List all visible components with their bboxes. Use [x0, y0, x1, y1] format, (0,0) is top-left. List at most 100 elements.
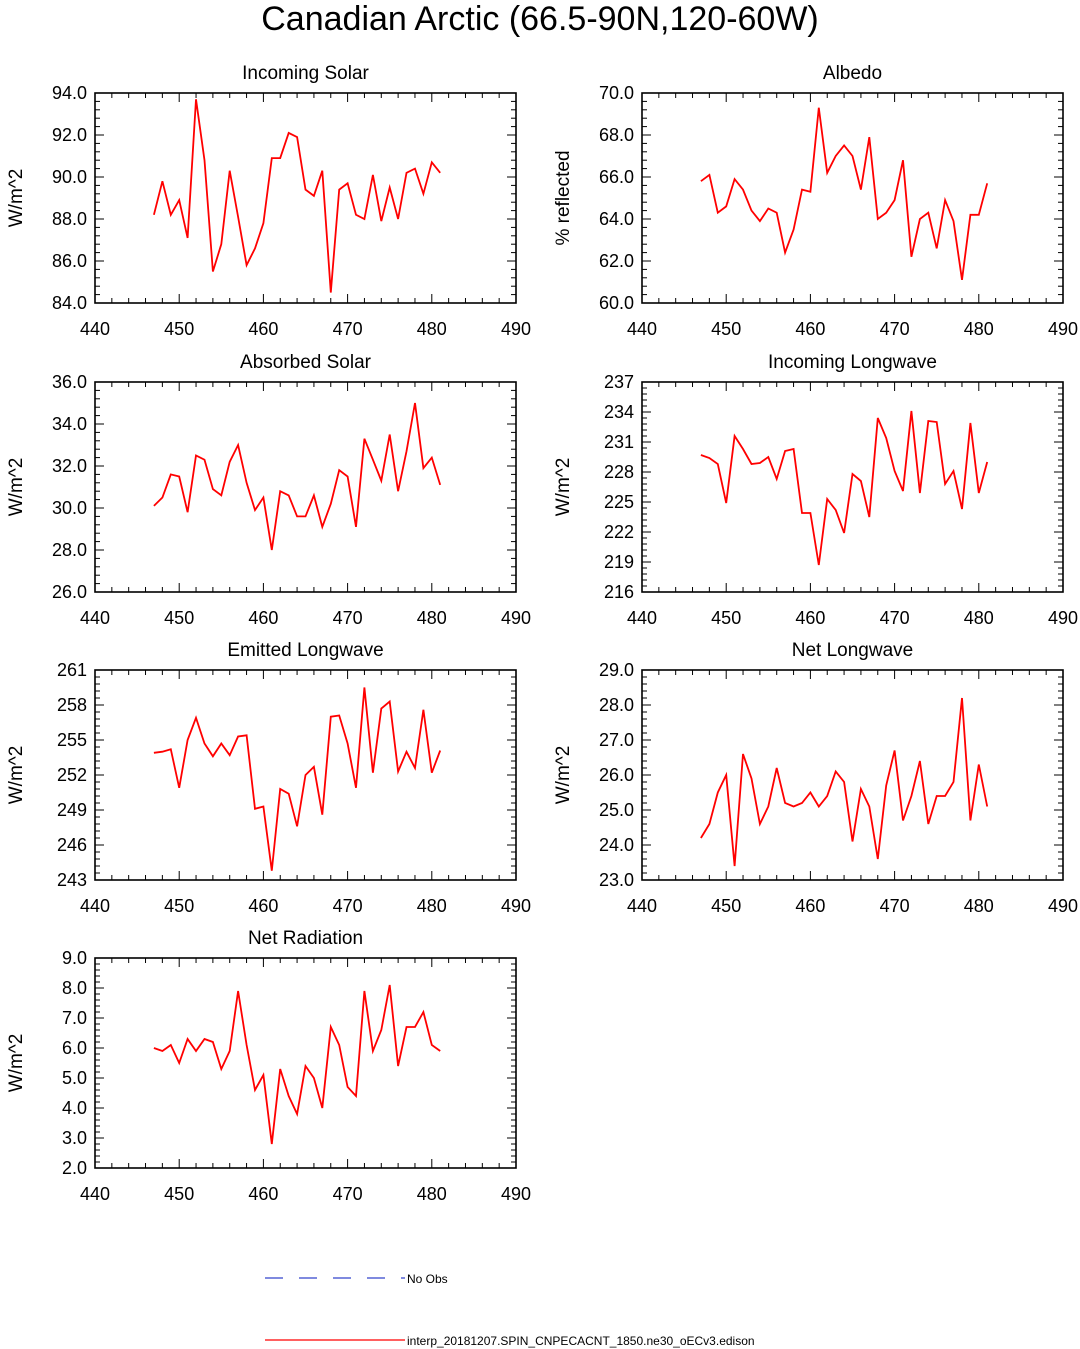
legend-model-label: interp_20181207.SPIN_CNPECACNT_1850.ne30… — [407, 1334, 755, 1348]
y-tick-label: 249 — [57, 800, 87, 820]
x-tick-label: 490 — [1048, 319, 1078, 339]
y-tick-label: 25.0 — [599, 800, 634, 820]
series-line — [153, 687, 442, 871]
panel-incoming-solar: Incoming Solar W/m^2 440 450 460 470 480 490 84.… — [6, 63, 531, 339]
x-tick-label: 480 — [417, 608, 447, 628]
x-tick-label: 440 — [627, 319, 657, 339]
y-axis-label: W/m^2 — [553, 746, 574, 805]
panel-title: Incoming Longwave — [768, 352, 937, 373]
y-tick-label: 36.0 — [52, 372, 87, 392]
plot-frame — [641, 92, 1064, 304]
plot-frame — [641, 381, 1064, 593]
series-line — [700, 410, 989, 566]
y-tick-label: 84.0 — [52, 293, 87, 313]
y-tick-label: 225 — [604, 492, 634, 512]
x-tick-label: 460 — [795, 896, 825, 916]
y-tick-label: 27.0 — [599, 730, 634, 750]
y-tick-label: 34.0 — [52, 414, 87, 434]
y-tick-label: 90.0 — [52, 167, 87, 187]
y-axis-label: % reflected — [553, 150, 574, 245]
panel-title: Incoming Solar — [242, 63, 369, 84]
x-tick-label: 440 — [80, 1184, 110, 1204]
x-tick-label: 440 — [80, 319, 110, 339]
x-tick-label: 490 — [1048, 608, 1078, 628]
y-tick-label: 66.0 — [599, 167, 634, 187]
x-tick-label: 450 — [164, 896, 194, 916]
x-tick-label: 450 — [711, 896, 741, 916]
legend: No Obs interp_20181207.SPIN_CNPECACNT_18… — [265, 1272, 755, 1348]
x-tick-label: 480 — [417, 1184, 447, 1204]
x-tick-label: 440 — [80, 896, 110, 916]
x-tick-label: 490 — [501, 319, 531, 339]
x-tick-label: 450 — [711, 319, 741, 339]
y-tick-label: 5.0 — [62, 1068, 87, 1088]
panel-title: Albedo — [823, 63, 882, 84]
y-tick-label: 4.0 — [62, 1098, 87, 1118]
series-line — [700, 697, 989, 867]
y-tick-label: 30.0 — [52, 498, 87, 518]
panel-net-radiation: Net Radiation W/m^2 440 450 460 470 480 490 2.0 3… — [6, 928, 531, 1204]
panel-title: Net Longwave — [792, 640, 913, 661]
y-axis-label: W/m^2 — [6, 458, 27, 517]
x-tick-label: 480 — [964, 319, 994, 339]
y-tick-label: 237 — [604, 372, 634, 392]
x-tick-label: 470 — [333, 1184, 363, 1204]
y-tick-label: 62.0 — [599, 251, 634, 271]
y-tick-label: 32.0 — [52, 456, 87, 476]
y-tick-label: 26.0 — [52, 582, 87, 602]
figure-title: Canadian Arctic (66.5-90N,120-60W) — [261, 0, 819, 38]
x-tick-label: 460 — [795, 608, 825, 628]
x-tick-label: 440 — [80, 608, 110, 628]
x-tick-label: 450 — [711, 608, 741, 628]
y-tick-label: 28.0 — [52, 540, 87, 560]
panel-incoming-longwave: Incoming Longwave W/m^2 440 450 460 470 480 490… — [553, 352, 1078, 628]
x-tick-label: 470 — [333, 319, 363, 339]
y-axis-label: W/m^2 — [6, 746, 27, 805]
x-tick-label: 490 — [501, 1184, 531, 1204]
x-tick-label: 490 — [501, 608, 531, 628]
y-tick-label: 68.0 — [599, 125, 634, 145]
x-tick-label: 480 — [417, 319, 447, 339]
plot-frame — [94, 92, 517, 304]
panels: Incoming Solar W/m^2 440 450 460 470 480 490 84.… — [6, 63, 1078, 1204]
legend-no-obs-label: No Obs — [407, 1272, 448, 1286]
x-tick-label: 460 — [248, 1184, 278, 1204]
y-tick-label: 9.0 — [62, 948, 87, 968]
y-axis-label: W/m^2 — [6, 1034, 27, 1093]
x-tick-label: 470 — [880, 896, 910, 916]
y-tick-label: 8.0 — [62, 978, 87, 998]
y-tick-label: 7.0 — [62, 1008, 87, 1028]
panel-emitted-longwave: Emitted Longwave W/m^2 440 450 460 470 480 490 2… — [6, 640, 531, 916]
y-tick-label: 258 — [57, 695, 87, 715]
panel-absorbed-solar: Absorbed Solar W/m^2 440 450 460 470 480 490 26.… — [6, 352, 531, 628]
series-line — [153, 984, 441, 1145]
panel-albedo: Albedo % reflected 440 450 460 470 480 490 60.0 6… — [553, 63, 1078, 339]
y-tick-label: 6.0 — [62, 1038, 87, 1058]
panel-title: Emitted Longwave — [227, 640, 383, 661]
y-tick-label: 255 — [57, 730, 87, 750]
y-tick-label: 28.0 — [599, 695, 634, 715]
x-tick-label: 450 — [164, 1184, 194, 1204]
y-tick-label: 64.0 — [599, 209, 634, 229]
plot-frame — [94, 381, 517, 593]
y-tick-label: 216 — [604, 582, 634, 602]
x-tick-label: 460 — [248, 608, 278, 628]
series-line — [700, 107, 989, 281]
plot-frame — [641, 669, 1064, 881]
y-tick-label: 23.0 — [599, 870, 634, 890]
y-tick-label: 219 — [604, 552, 634, 572]
x-tick-label: 490 — [501, 896, 531, 916]
x-tick-label: 460 — [248, 319, 278, 339]
y-tick-label: 234 — [604, 402, 634, 422]
y-tick-label: 94.0 — [52, 83, 87, 103]
x-tick-label: 470 — [880, 319, 910, 339]
x-tick-label: 480 — [417, 896, 447, 916]
y-tick-label: 246 — [57, 835, 87, 855]
y-axis-label: W/m^2 — [553, 458, 574, 517]
y-axis-label: W/m^2 — [6, 169, 27, 228]
x-tick-label: 440 — [627, 608, 657, 628]
x-tick-label: 470 — [333, 896, 363, 916]
y-tick-label: 243 — [57, 870, 87, 890]
y-tick-label: 70.0 — [599, 83, 634, 103]
y-tick-label: 88.0 — [52, 209, 87, 229]
